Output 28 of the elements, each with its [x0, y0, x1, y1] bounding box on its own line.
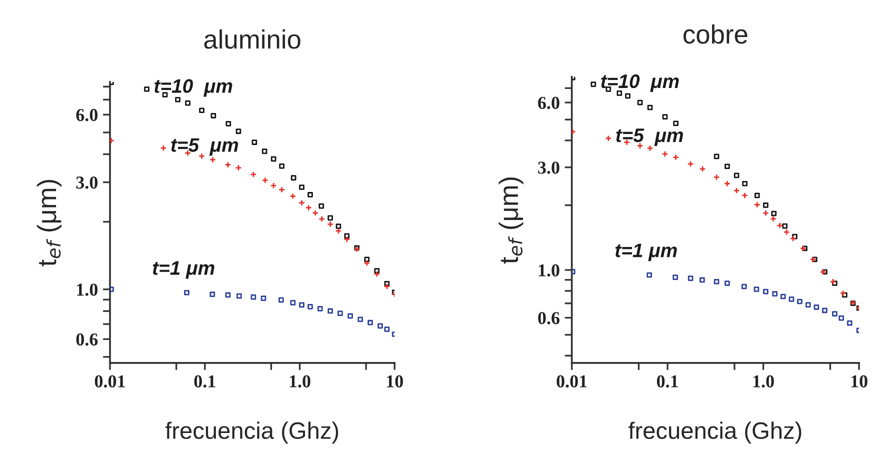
- y-tick-label: 6.0: [76, 108, 98, 122]
- series-label: t=10 μm: [154, 79, 232, 97]
- x-tick-label: 1.0: [753, 375, 774, 388]
- x-tick-label: 0.01: [556, 375, 587, 388]
- y-tick-label: 0.6: [76, 333, 98, 346]
- chart-title: cobre: [684, 24, 748, 44]
- x-axis-title: frecuencia (Ghz): [628, 422, 802, 444]
- series-label: t=5 μm: [171, 138, 238, 156]
- series-label: t=5 μm: [616, 128, 683, 146]
- x-axis-title: frecuencia (Ghz): [165, 422, 338, 444]
- series-label: t=10 μm: [601, 74, 679, 92]
- y-tick-label: 1.0: [77, 284, 98, 296]
- y-tick-label: 1.0: [538, 264, 560, 277]
- x-tick-label: 0.1: [656, 375, 678, 388]
- x-tick-label: 0.01: [94, 375, 125, 388]
- y-axis-title: t$_{ef}$ (μm): [36, 180, 62, 266]
- y-tick-label: 3.0: [76, 176, 98, 189]
- x-tick-label: 1.0: [290, 375, 310, 388]
- y-tick-label: 6.0: [538, 96, 560, 110]
- y-tick-label: 3.0: [538, 162, 560, 174]
- x-tick-label: 0.1: [194, 375, 216, 388]
- series-label: t=1 μm: [615, 244, 677, 262]
- y-tick-label: 0.6: [538, 312, 560, 324]
- x-tick-label: 10: [851, 375, 868, 388]
- x-tick-label: 10: [387, 375, 403, 388]
- y-axis-title: t$_{ef}$ (μm): [498, 177, 524, 264]
- chart-title: aluminio: [204, 29, 300, 49]
- series-label: t=1 μm: [152, 261, 214, 279]
